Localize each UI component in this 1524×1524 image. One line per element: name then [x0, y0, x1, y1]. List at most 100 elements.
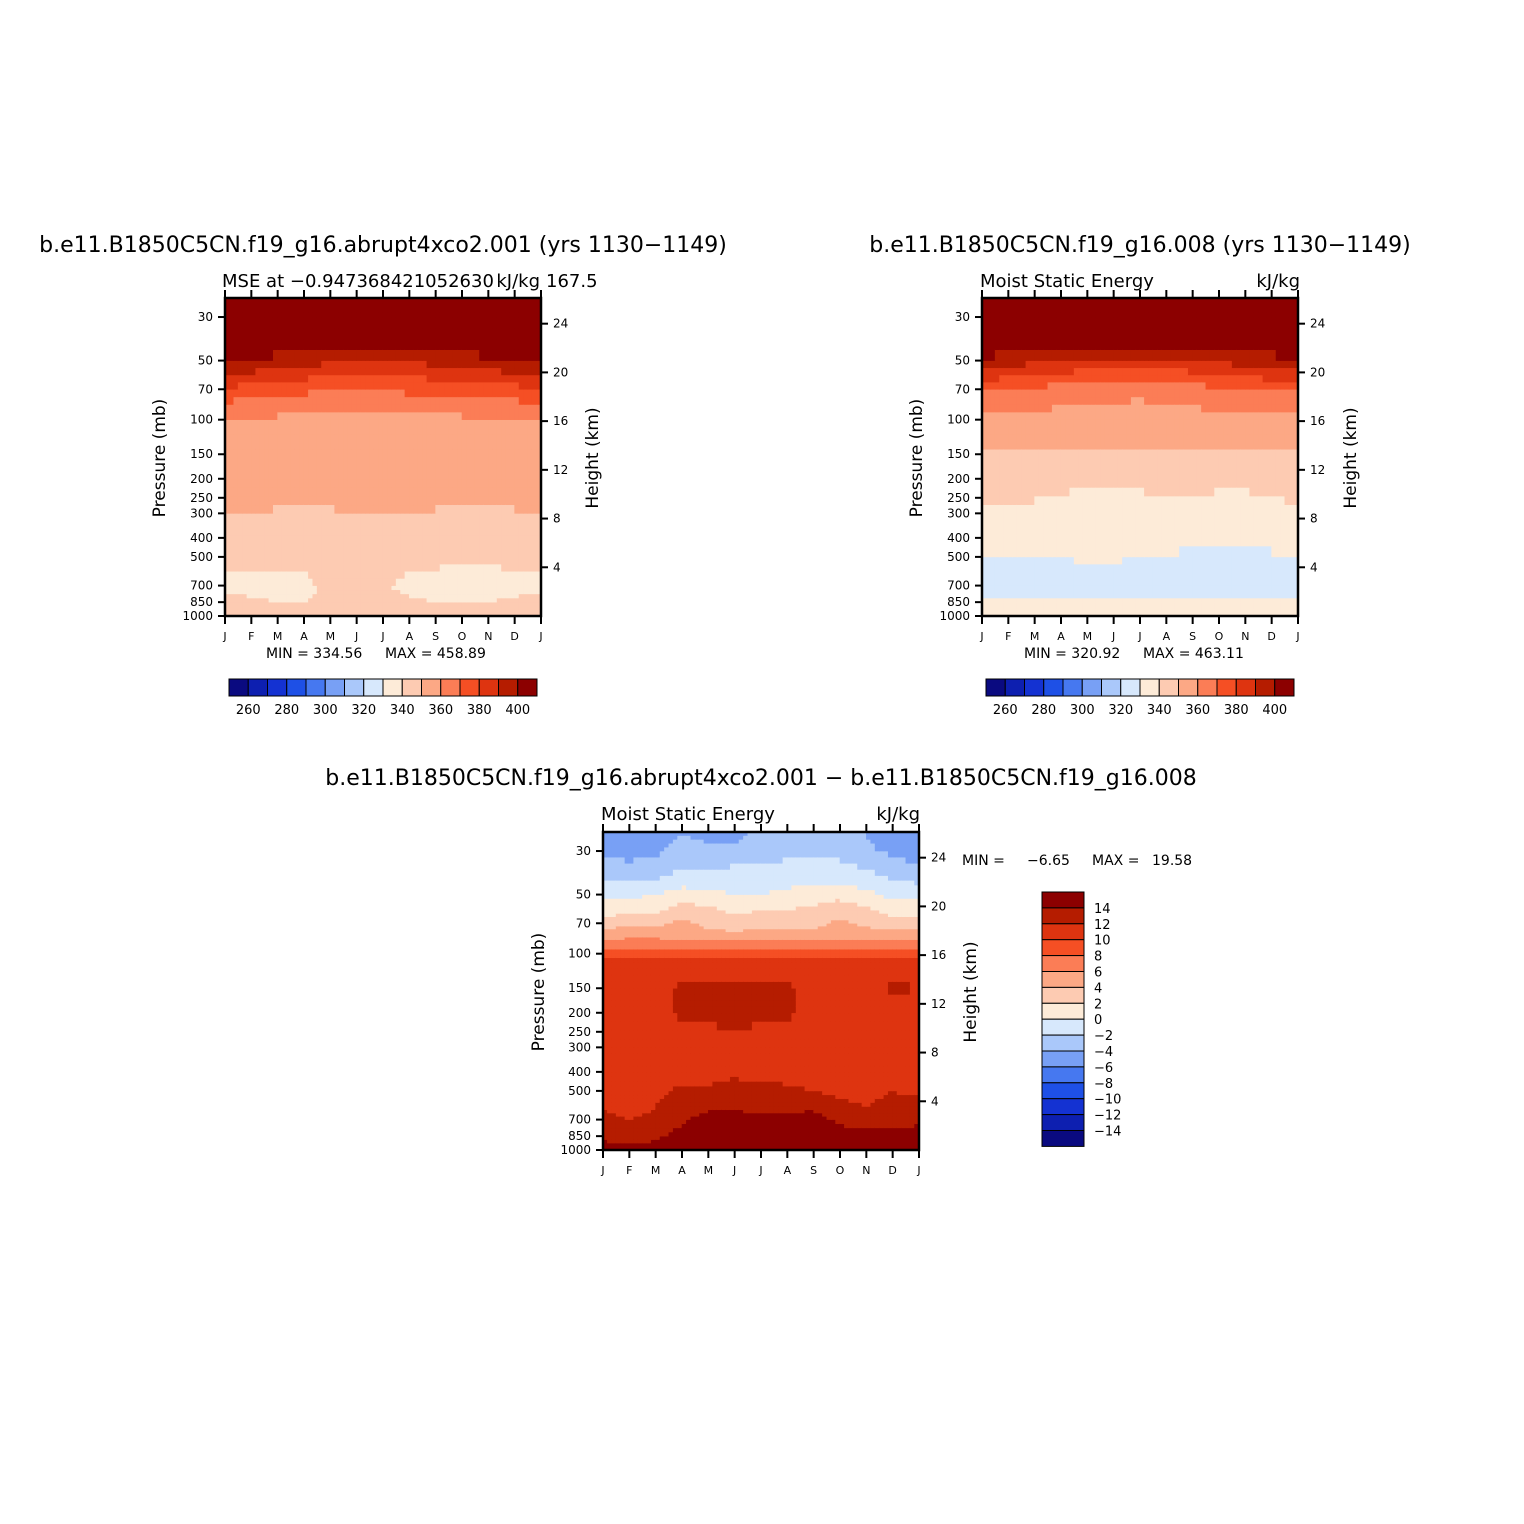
contour-cell — [466, 605, 472, 610]
contour-cell — [435, 545, 441, 558]
contour-cell — [1016, 478, 1022, 488]
contour-cell — [1205, 396, 1211, 405]
contour-cell — [1069, 585, 1075, 591]
contour-cell — [272, 338, 278, 350]
contour-cell — [1179, 608, 1185, 613]
contour-cell — [1008, 608, 1014, 613]
contour-cell — [347, 307, 353, 313]
contour-cell — [1288, 589, 1294, 595]
contour-cell — [409, 601, 415, 606]
contour-cell — [1034, 556, 1040, 565]
contour-cell — [365, 597, 371, 603]
contour-cell — [1253, 570, 1259, 579]
contour-cell — [1293, 513, 1298, 525]
contour-cell — [501, 593, 507, 599]
contour-cell — [492, 593, 498, 599]
contour-cell — [523, 495, 529, 506]
contour-cell — [457, 608, 463, 613]
contour-cell — [1223, 605, 1229, 610]
contour-cell — [1183, 396, 1189, 405]
contour-cell — [1258, 478, 1264, 488]
contour-cell — [1008, 513, 1014, 525]
contour-cell — [1108, 411, 1114, 420]
contour-cell — [994, 523, 1000, 536]
contour-cell — [1174, 570, 1180, 579]
contour-cell — [272, 612, 278, 616]
contour-cell — [1130, 504, 1136, 514]
contour-cell — [413, 605, 419, 610]
contour-cell — [1078, 545, 1084, 558]
contour-cell — [290, 601, 296, 606]
contour-cell — [225, 396, 230, 405]
contour-cell — [1249, 593, 1255, 599]
contour-cell — [1262, 545, 1268, 558]
contour-cell — [1060, 523, 1066, 536]
contour-cell — [1073, 612, 1079, 616]
contour-cell — [1227, 404, 1233, 413]
contour-cell — [1122, 563, 1128, 572]
contour-cell — [233, 601, 239, 606]
contour-cell — [294, 605, 300, 610]
contour-cell — [330, 302, 336, 308]
contour-cell — [334, 523, 340, 536]
contour-cell — [1060, 396, 1066, 405]
contour-cell — [1122, 513, 1128, 525]
contour-cell — [982, 396, 987, 405]
contour-cell — [1126, 419, 1132, 435]
contour-cell — [496, 608, 502, 613]
contour-cell — [1209, 545, 1215, 558]
contour-cell — [277, 612, 283, 616]
contour-cell — [457, 327, 463, 340]
contour-cell — [1174, 448, 1180, 465]
contour-cell — [356, 307, 362, 313]
contour-cell — [321, 311, 327, 318]
contour-cell — [1214, 404, 1220, 413]
contour-cell — [1025, 478, 1031, 488]
contour-cell — [444, 545, 450, 558]
contour-cell — [430, 605, 436, 610]
contour-cell — [225, 434, 230, 450]
contour-cell — [430, 593, 436, 599]
contour-cell — [1275, 612, 1281, 616]
contour-cell — [461, 608, 467, 613]
contour-cell — [474, 570, 480, 579]
contour-cell — [312, 374, 318, 383]
contour-cell — [277, 601, 283, 606]
contour-cell — [488, 360, 494, 369]
contour-cell — [457, 597, 463, 603]
contour-cell — [492, 327, 498, 340]
contour-cell — [426, 327, 432, 340]
contour-cell — [1034, 419, 1040, 435]
contour-cell — [531, 381, 537, 390]
contour-cell — [409, 448, 415, 465]
contour-cell — [330, 367, 336, 376]
contour-cell — [426, 298, 432, 304]
contour-cell — [259, 495, 265, 506]
contour-cell — [505, 411, 511, 420]
contour-cell — [1179, 601, 1185, 606]
contour-cell — [1047, 411, 1053, 420]
contour-cell — [1025, 396, 1031, 405]
contour-cell — [523, 487, 529, 497]
contour-cell — [356, 556, 362, 565]
contour-cell — [255, 487, 261, 497]
contour-cell — [488, 404, 494, 413]
contour-cell — [308, 601, 314, 606]
contour-cell — [281, 448, 287, 465]
contour-cell — [233, 327, 239, 340]
contour-cell — [1275, 597, 1281, 603]
contour-cell — [1087, 597, 1093, 603]
contour-cell — [281, 608, 287, 613]
contour-cell — [474, 298, 480, 304]
contour-cell — [1240, 556, 1246, 565]
contour-cell — [474, 311, 480, 318]
contour-cell — [483, 381, 489, 390]
contour-cell — [229, 463, 235, 480]
contour-cell — [1087, 608, 1093, 613]
contour-cell — [347, 605, 353, 610]
contour-cell — [413, 589, 419, 595]
contour-cell — [1227, 448, 1233, 465]
contour-cell — [1245, 608, 1251, 613]
contour-cell — [237, 404, 243, 413]
contour-cell — [1016, 570, 1022, 579]
